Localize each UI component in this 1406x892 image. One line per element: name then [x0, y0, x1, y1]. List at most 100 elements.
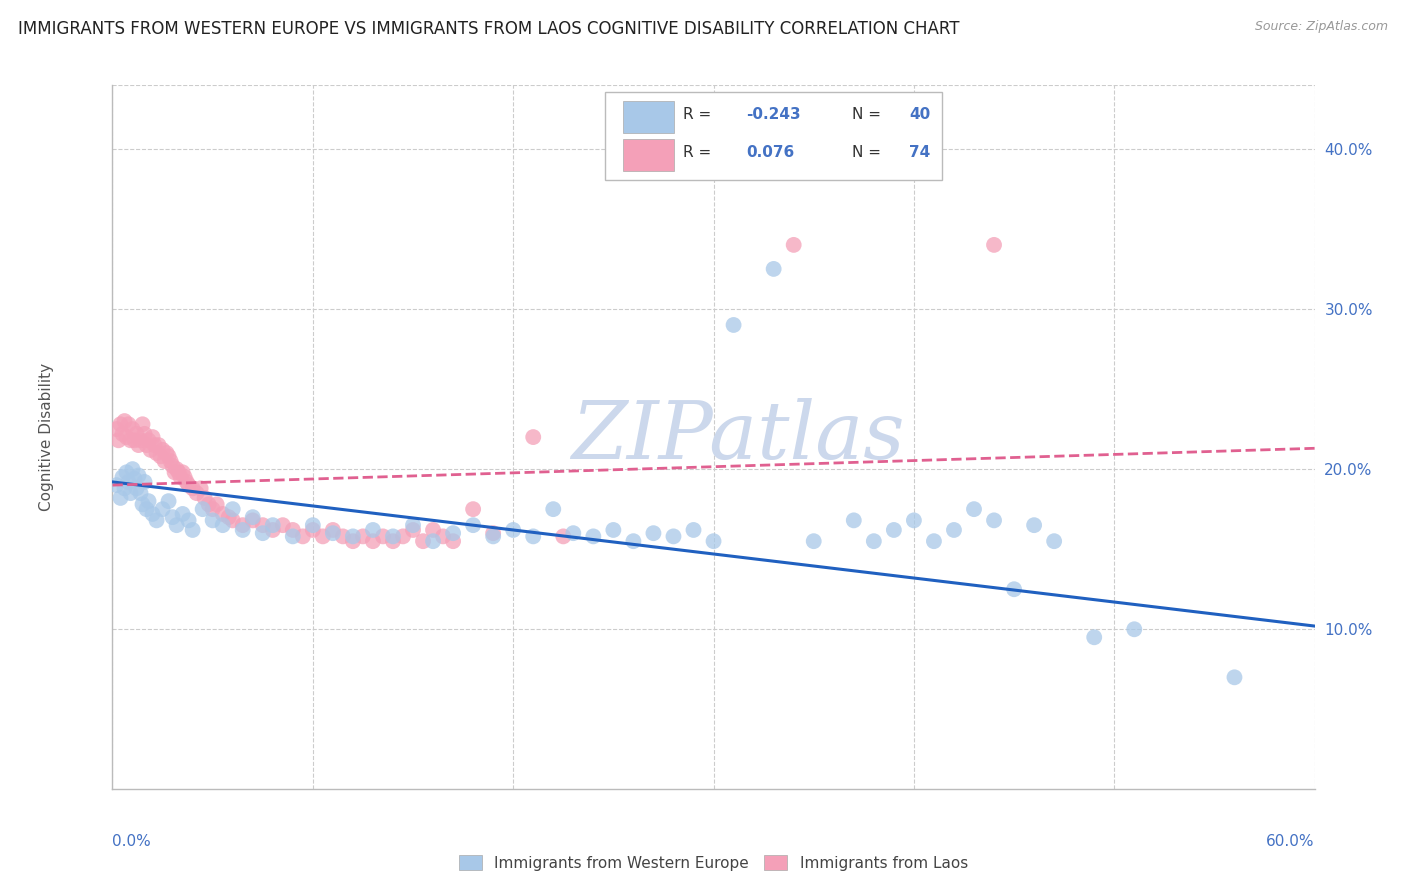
- Point: [412, 534, 434, 549]
- Point: [153, 454, 176, 468]
- Point: [621, 534, 644, 549]
- Point: [124, 434, 146, 448]
- Point: [105, 478, 128, 492]
- Point: [128, 438, 150, 452]
- Point: [482, 529, 505, 543]
- Point: [232, 518, 254, 533]
- Text: N =: N =: [852, 145, 886, 161]
- Point: [128, 468, 150, 483]
- Point: [152, 502, 174, 516]
- Point: [402, 518, 425, 533]
- Point: [432, 529, 454, 543]
- Point: [252, 526, 274, 541]
- Point: [422, 534, 444, 549]
- Point: [120, 486, 142, 500]
- Point: [121, 462, 143, 476]
- Point: [863, 534, 886, 549]
- Point: [111, 470, 134, 484]
- Point: [1083, 630, 1105, 644]
- Point: [143, 438, 166, 452]
- Point: [352, 529, 374, 543]
- Point: [562, 526, 585, 541]
- Point: [1123, 622, 1146, 636]
- Point: [131, 417, 153, 432]
- Point: [129, 434, 152, 448]
- Point: [242, 513, 264, 527]
- Point: [461, 518, 484, 533]
- Point: [281, 529, 304, 543]
- Text: Source: ZipAtlas.com: Source: ZipAtlas.com: [1254, 20, 1388, 33]
- Point: [702, 534, 725, 549]
- Point: [482, 526, 505, 541]
- Point: [322, 523, 344, 537]
- Point: [145, 446, 167, 460]
- Point: [782, 238, 804, 252]
- Point: [271, 518, 294, 533]
- Point: [120, 434, 142, 448]
- Point: [162, 510, 184, 524]
- Point: [762, 261, 785, 276]
- Point: [134, 426, 156, 441]
- Point: [302, 523, 325, 537]
- Point: [983, 238, 1005, 252]
- Point: [110, 417, 132, 432]
- Point: [134, 475, 156, 489]
- Point: [842, 513, 865, 527]
- Point: [218, 510, 240, 524]
- Point: [157, 450, 180, 464]
- Point: [522, 430, 544, 444]
- Point: [963, 502, 986, 516]
- Point: [138, 494, 160, 508]
- Point: [205, 497, 228, 511]
- Point: [222, 513, 245, 527]
- Point: [502, 523, 524, 537]
- Point: [125, 481, 148, 495]
- FancyBboxPatch shape: [606, 92, 942, 180]
- Point: [115, 466, 138, 480]
- Point: [582, 529, 605, 543]
- Point: [322, 526, 344, 541]
- Point: [522, 529, 544, 543]
- FancyBboxPatch shape: [623, 139, 673, 171]
- Point: [1002, 582, 1025, 597]
- Point: [553, 529, 575, 543]
- Text: R =: R =: [683, 145, 721, 161]
- Point: [135, 438, 157, 452]
- Point: [332, 529, 354, 543]
- Point: [149, 450, 172, 464]
- Point: [942, 523, 965, 537]
- Text: 0.076: 0.076: [747, 145, 794, 161]
- Point: [115, 430, 138, 444]
- Point: [117, 475, 139, 489]
- Point: [392, 529, 415, 543]
- Point: [163, 466, 186, 480]
- Point: [1024, 518, 1046, 533]
- Point: [803, 534, 825, 549]
- Point: [252, 518, 274, 533]
- FancyBboxPatch shape: [623, 101, 673, 133]
- Point: [162, 458, 184, 473]
- Point: [177, 513, 200, 527]
- Point: [382, 534, 405, 549]
- Point: [643, 526, 665, 541]
- Point: [105, 422, 128, 436]
- Point: [141, 430, 163, 444]
- Point: [145, 513, 167, 527]
- Point: [177, 478, 200, 492]
- Point: [148, 438, 170, 452]
- Point: [129, 486, 152, 500]
- Point: [111, 426, 134, 441]
- Point: [1223, 670, 1246, 684]
- Point: [110, 491, 132, 505]
- Point: [242, 510, 264, 524]
- Point: [176, 475, 198, 489]
- Point: [602, 523, 624, 537]
- Text: R =: R =: [683, 107, 717, 122]
- Point: [342, 534, 364, 549]
- Point: [211, 518, 233, 533]
- Point: [1043, 534, 1066, 549]
- Point: [441, 526, 464, 541]
- Point: [883, 523, 905, 537]
- Point: [125, 426, 148, 441]
- Point: [166, 462, 188, 476]
